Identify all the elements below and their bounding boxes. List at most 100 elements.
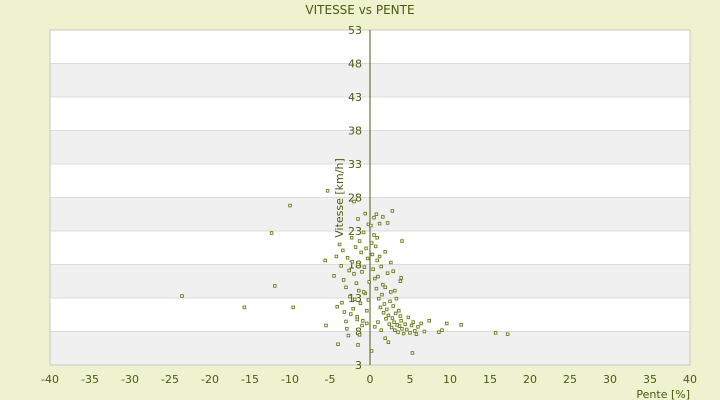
data-point <box>384 317 388 321</box>
data-point <box>353 245 358 249</box>
data-point <box>505 332 510 336</box>
data-point <box>409 323 414 328</box>
data-point <box>355 317 359 322</box>
x-tick-label: 15 <box>483 373 497 386</box>
data-point <box>397 324 402 328</box>
data-point <box>382 302 387 306</box>
data-point <box>361 230 366 235</box>
data-point <box>342 310 347 314</box>
data-point <box>383 336 387 340</box>
data-point <box>273 284 277 288</box>
data-point <box>391 304 395 308</box>
y-tick-label: 28 <box>348 192 362 205</box>
data-point <box>394 296 399 301</box>
data-point <box>335 304 339 309</box>
x-tick-label: 40 <box>683 373 697 386</box>
data-point <box>380 292 384 297</box>
data-point <box>361 290 366 294</box>
data-point <box>375 258 379 263</box>
data-point <box>350 260 355 264</box>
data-point <box>323 258 327 263</box>
data-point <box>403 322 407 326</box>
data-point <box>393 311 398 316</box>
data-point <box>349 235 354 240</box>
data-point <box>352 272 356 276</box>
data-point <box>419 321 423 326</box>
data-point <box>334 254 339 259</box>
data-point <box>376 320 380 324</box>
data-point <box>383 250 387 254</box>
data-point <box>365 256 370 261</box>
data-point <box>373 244 378 249</box>
data-point <box>401 331 406 336</box>
x-tick-label: -30 <box>121 373 139 386</box>
y-tick-label: 33 <box>348 158 362 171</box>
data-point <box>388 299 392 304</box>
data-point <box>352 199 356 204</box>
data-point <box>391 269 395 273</box>
data-point <box>381 282 385 287</box>
data-point <box>364 246 368 251</box>
x-tick-label: 25 <box>563 373 577 386</box>
data-point <box>398 279 403 284</box>
data-points <box>180 189 510 355</box>
data-point <box>291 305 295 310</box>
data-point <box>358 301 363 306</box>
y-tick-label: 48 <box>348 58 362 71</box>
data-point <box>386 340 391 344</box>
x-tick-label: -10 <box>281 373 299 386</box>
x-tick-label: 5 <box>407 373 414 386</box>
data-point <box>361 319 365 323</box>
data-point <box>386 313 391 318</box>
data-point <box>373 276 377 281</box>
x-tick-label: -35 <box>81 373 99 386</box>
data-point <box>406 315 411 320</box>
data-point <box>351 306 355 311</box>
data-point <box>377 254 382 259</box>
data-point <box>355 315 359 319</box>
data-point <box>356 217 360 221</box>
y-axis-label: Vitesse [km/h] <box>333 158 346 238</box>
data-point <box>385 221 390 225</box>
data-point <box>344 319 348 324</box>
data-point <box>399 319 403 323</box>
data-point <box>392 320 396 324</box>
data-point <box>339 264 343 268</box>
data-point <box>383 285 387 290</box>
data-point <box>369 241 374 245</box>
data-point <box>341 248 345 253</box>
data-point <box>370 252 375 257</box>
x-tick-label: -5 <box>325 373 336 386</box>
data-point <box>356 343 360 347</box>
data-point <box>371 267 375 271</box>
data-point <box>359 250 363 255</box>
data-point <box>360 270 364 274</box>
data-point <box>357 239 362 243</box>
data-point <box>357 333 362 337</box>
data-point <box>375 235 379 240</box>
data-point <box>387 322 391 326</box>
x-tick-label: -15 <box>241 373 259 386</box>
y-tick-label: 43 <box>348 91 362 104</box>
data-point <box>362 265 367 269</box>
data-point <box>427 319 431 323</box>
data-point <box>356 262 360 267</box>
x-axis-ticks: -40 -35 -30 -25 -20 -15 -10 -5 0 5 10 15 20 25 30 35 40 <box>41 373 697 386</box>
data-point <box>363 211 367 216</box>
data-point <box>422 329 427 334</box>
data-point <box>180 294 184 298</box>
data-point <box>340 300 344 305</box>
data-point <box>347 268 351 273</box>
data-point <box>360 323 364 328</box>
data-point <box>393 288 397 293</box>
x-tick-label: -40 <box>41 373 59 386</box>
data-point <box>381 215 385 219</box>
data-point <box>288 203 292 208</box>
plot-area <box>49 29 691 366</box>
data-point <box>377 221 382 226</box>
data-point <box>377 296 381 301</box>
data-point <box>437 330 441 334</box>
y-tick-label: 8 <box>355 326 362 339</box>
data-point <box>369 349 374 353</box>
